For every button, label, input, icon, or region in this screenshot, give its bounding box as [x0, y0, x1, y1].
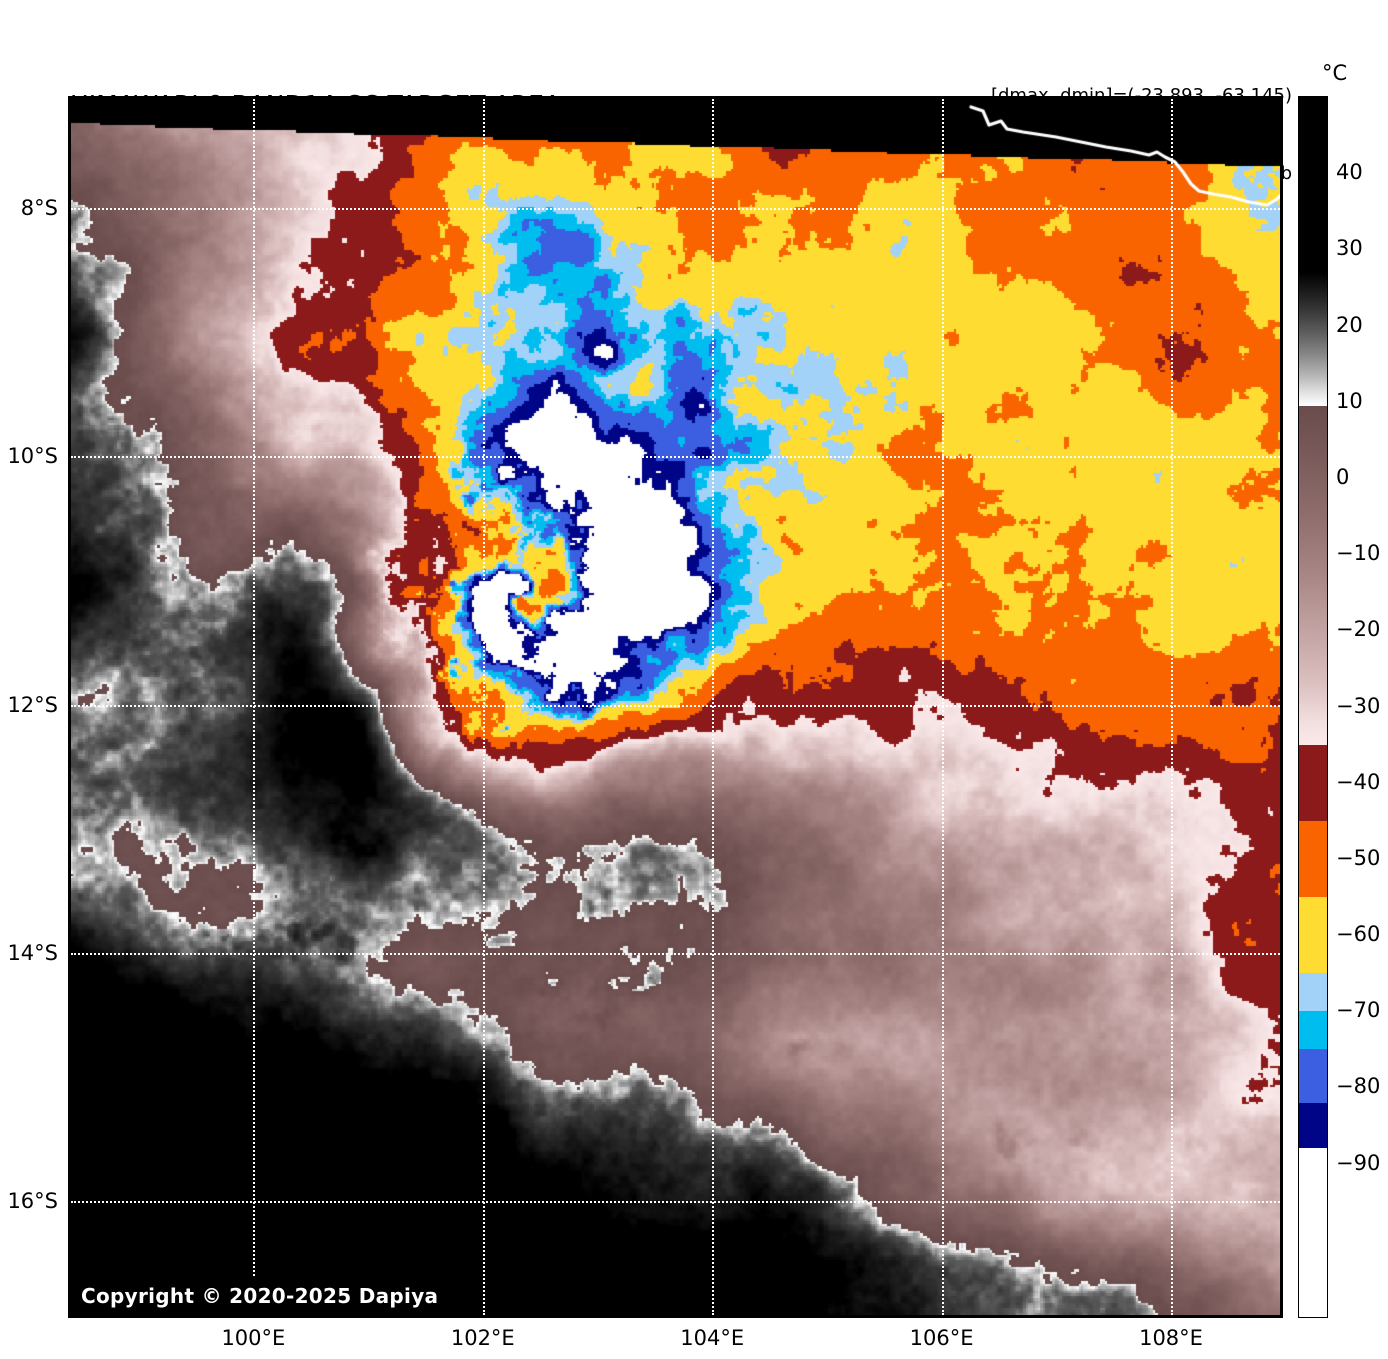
colorbar-band-5 [1299, 1049, 1327, 1104]
copyright-banner: Copyright © 2020-2025 Dapiya [68, 1278, 452, 1315]
colorbar-tick-label: 10 [1336, 388, 1363, 413]
colorbar-band-mauve-ramp [1299, 405, 1327, 746]
colorbar-tick-label: −60 [1336, 922, 1381, 947]
colorbar-band-7 [1299, 1148, 1327, 1317]
colorbar[interactable]: 40 30 20 10 0 −10 −20 −30 −40 −50 −60 −70 −80 −90 [1298, 96, 1380, 1318]
colorbar-tick-label: −80 [1336, 1074, 1381, 1099]
colorbar-band-1 [1299, 820, 1327, 898]
colorbar-band-0 [1299, 744, 1327, 822]
colorbar-unit-label: °C [1322, 61, 1348, 85]
lon-tick-label: 100°E [221, 1326, 286, 1350]
colorbar-tick-label: −20 [1336, 617, 1381, 642]
colorbar-tick-label: −10 [1336, 541, 1381, 566]
colorbar-gradient-strip [1298, 96, 1328, 1318]
lat-tick-label: 8°S [20, 196, 58, 221]
lat-tick-label: 14°S [7, 940, 58, 965]
colorbar-band-6 [1299, 1102, 1327, 1149]
colorbar-band-black [1299, 97, 1327, 273]
lon-tick-label: 106°E [909, 1326, 974, 1350]
colorbar-tick-label: −70 [1336, 998, 1381, 1023]
colorbar-tick-label: 40 [1336, 160, 1363, 185]
colorbar-tick-label: −90 [1336, 1150, 1381, 1175]
colorbar-tick-label: 30 [1336, 236, 1363, 261]
colorbar-band-4 [1299, 1011, 1327, 1050]
lon-tick-label: 108°E [1139, 1326, 1203, 1350]
lon-tick-label: 104°E [680, 1326, 745, 1350]
lon-tick-label: 102°E [450, 1326, 515, 1350]
lat-tick-label: 12°S [7, 692, 58, 717]
lat-tick-label: 16°S [7, 1188, 58, 1213]
colorbar-tick-label: −30 [1336, 693, 1381, 718]
colorbar-band-2 [1299, 896, 1327, 974]
colorbar-tick-label: 20 [1336, 312, 1363, 337]
colorbar-band-gray-ramp [1299, 272, 1327, 407]
colorbar-tick-label: 0 [1336, 464, 1350, 489]
lat-tick-label: 10°S [7, 444, 58, 469]
colorbar-tick-label: −50 [1336, 845, 1381, 870]
satellite-image-plot[interactable] [68, 96, 1283, 1318]
colorbar-band-3 [1299, 973, 1327, 1012]
colorbar-tick-label: −40 [1336, 769, 1381, 794]
infrared-brightness-temperature-raster [71, 99, 1280, 1315]
